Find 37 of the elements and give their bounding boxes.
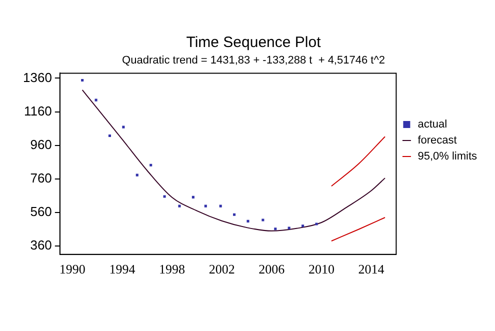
point — [262, 218, 264, 222]
legend-label: 95,0% limits — [418, 150, 478, 163]
y-tick-label: 960 — [30, 136, 52, 152]
y-tick-label: 1360 — [23, 70, 52, 85]
point — [204, 204, 207, 208]
point — [81, 78, 84, 82]
point — [192, 196, 194, 198]
point — [302, 224, 304, 228]
line-series — [82, 89, 386, 232]
x-tick-label: 1994 — [109, 262, 136, 277]
point — [288, 226, 290, 230]
point — [246, 220, 250, 222]
point — [274, 228, 277, 230]
x-tick-label: 2006 — [258, 262, 286, 277]
y-tick-label: 760 — [30, 170, 52, 186]
point — [178, 204, 181, 208]
x-tick-label: 1990 — [59, 262, 86, 277]
x-tick-label: 1998 — [159, 262, 186, 277]
legend-label: forecast — [418, 134, 457, 147]
chart-subtitle: Quadratic trend = 1431,83 + -133,288 t + 4,51746 t^2 — [122, 54, 385, 67]
y-tick-label: 1160 — [24, 103, 52, 118]
y-tick-label: 360 — [30, 238, 52, 253]
point — [315, 222, 318, 226]
point — [233, 213, 236, 216]
point — [122, 126, 125, 128]
y-tick-label: 560 — [30, 204, 52, 220]
x-tick-label: 2010 — [308, 262, 334, 277]
chart-title: Time Sequence Plot — [186, 34, 322, 52]
legend-label: actual — [418, 118, 448, 131]
point — [108, 134, 112, 138]
point — [94, 98, 98, 102]
x-tick-label: 2014 — [358, 262, 385, 277]
point — [150, 164, 152, 166]
point — [219, 204, 222, 208]
point — [163, 195, 166, 198]
point — [136, 174, 138, 176]
x-tick-label: 2002 — [208, 262, 235, 277]
